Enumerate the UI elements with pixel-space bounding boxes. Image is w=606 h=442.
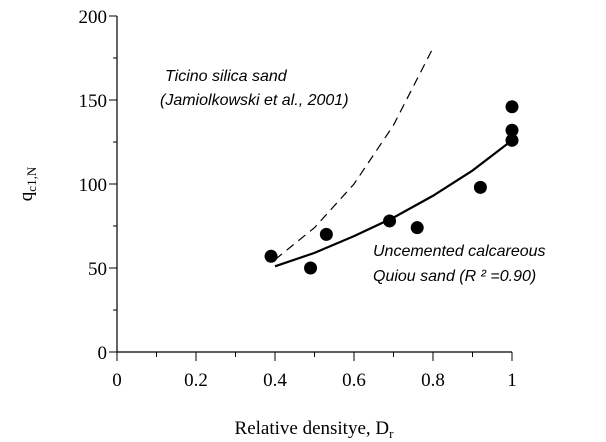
data-point	[410, 221, 424, 235]
x-label-sub: r	[389, 426, 394, 441]
y-tick-label: 50	[88, 259, 107, 280]
fit-curve	[274, 47, 434, 261]
x-label-text: Relative densitye, D	[235, 418, 390, 439]
x-tick-label: 1	[507, 370, 517, 391]
y-axis-label: qc1,N	[16, 166, 39, 201]
y-tick-label: 200	[79, 7, 108, 28]
data-point	[304, 261, 318, 275]
data-point	[319, 227, 333, 241]
data-point	[505, 123, 519, 137]
data-point	[473, 180, 487, 194]
annotation: Ticino silica sand	[165, 68, 288, 85]
y-label-sub: c1,N	[24, 166, 39, 192]
y-tick-label: 100	[79, 175, 108, 196]
x-tick-label: 0.4	[263, 370, 287, 391]
annotation: Uncemented calcareous	[373, 243, 546, 260]
y-label-text: q	[16, 191, 37, 201]
y-tick-label: 0	[98, 343, 108, 364]
x-tick-label: 0	[112, 370, 122, 391]
x-tick-label: 0.2	[184, 370, 208, 391]
x-axis-label: Relative densitye, Dr	[235, 418, 395, 441]
annotation: Quiou sand (R ² =0.90)	[373, 268, 536, 285]
data-point	[264, 249, 278, 263]
data-point	[505, 100, 519, 114]
x-tick-label: 0.6	[342, 370, 366, 391]
x-tick-label: 0.8	[421, 370, 445, 391]
annotation: (Jamiolkowski et al., 2001)	[160, 92, 349, 109]
fit-curve	[274, 139, 513, 268]
y-tick-label: 150	[79, 91, 108, 112]
